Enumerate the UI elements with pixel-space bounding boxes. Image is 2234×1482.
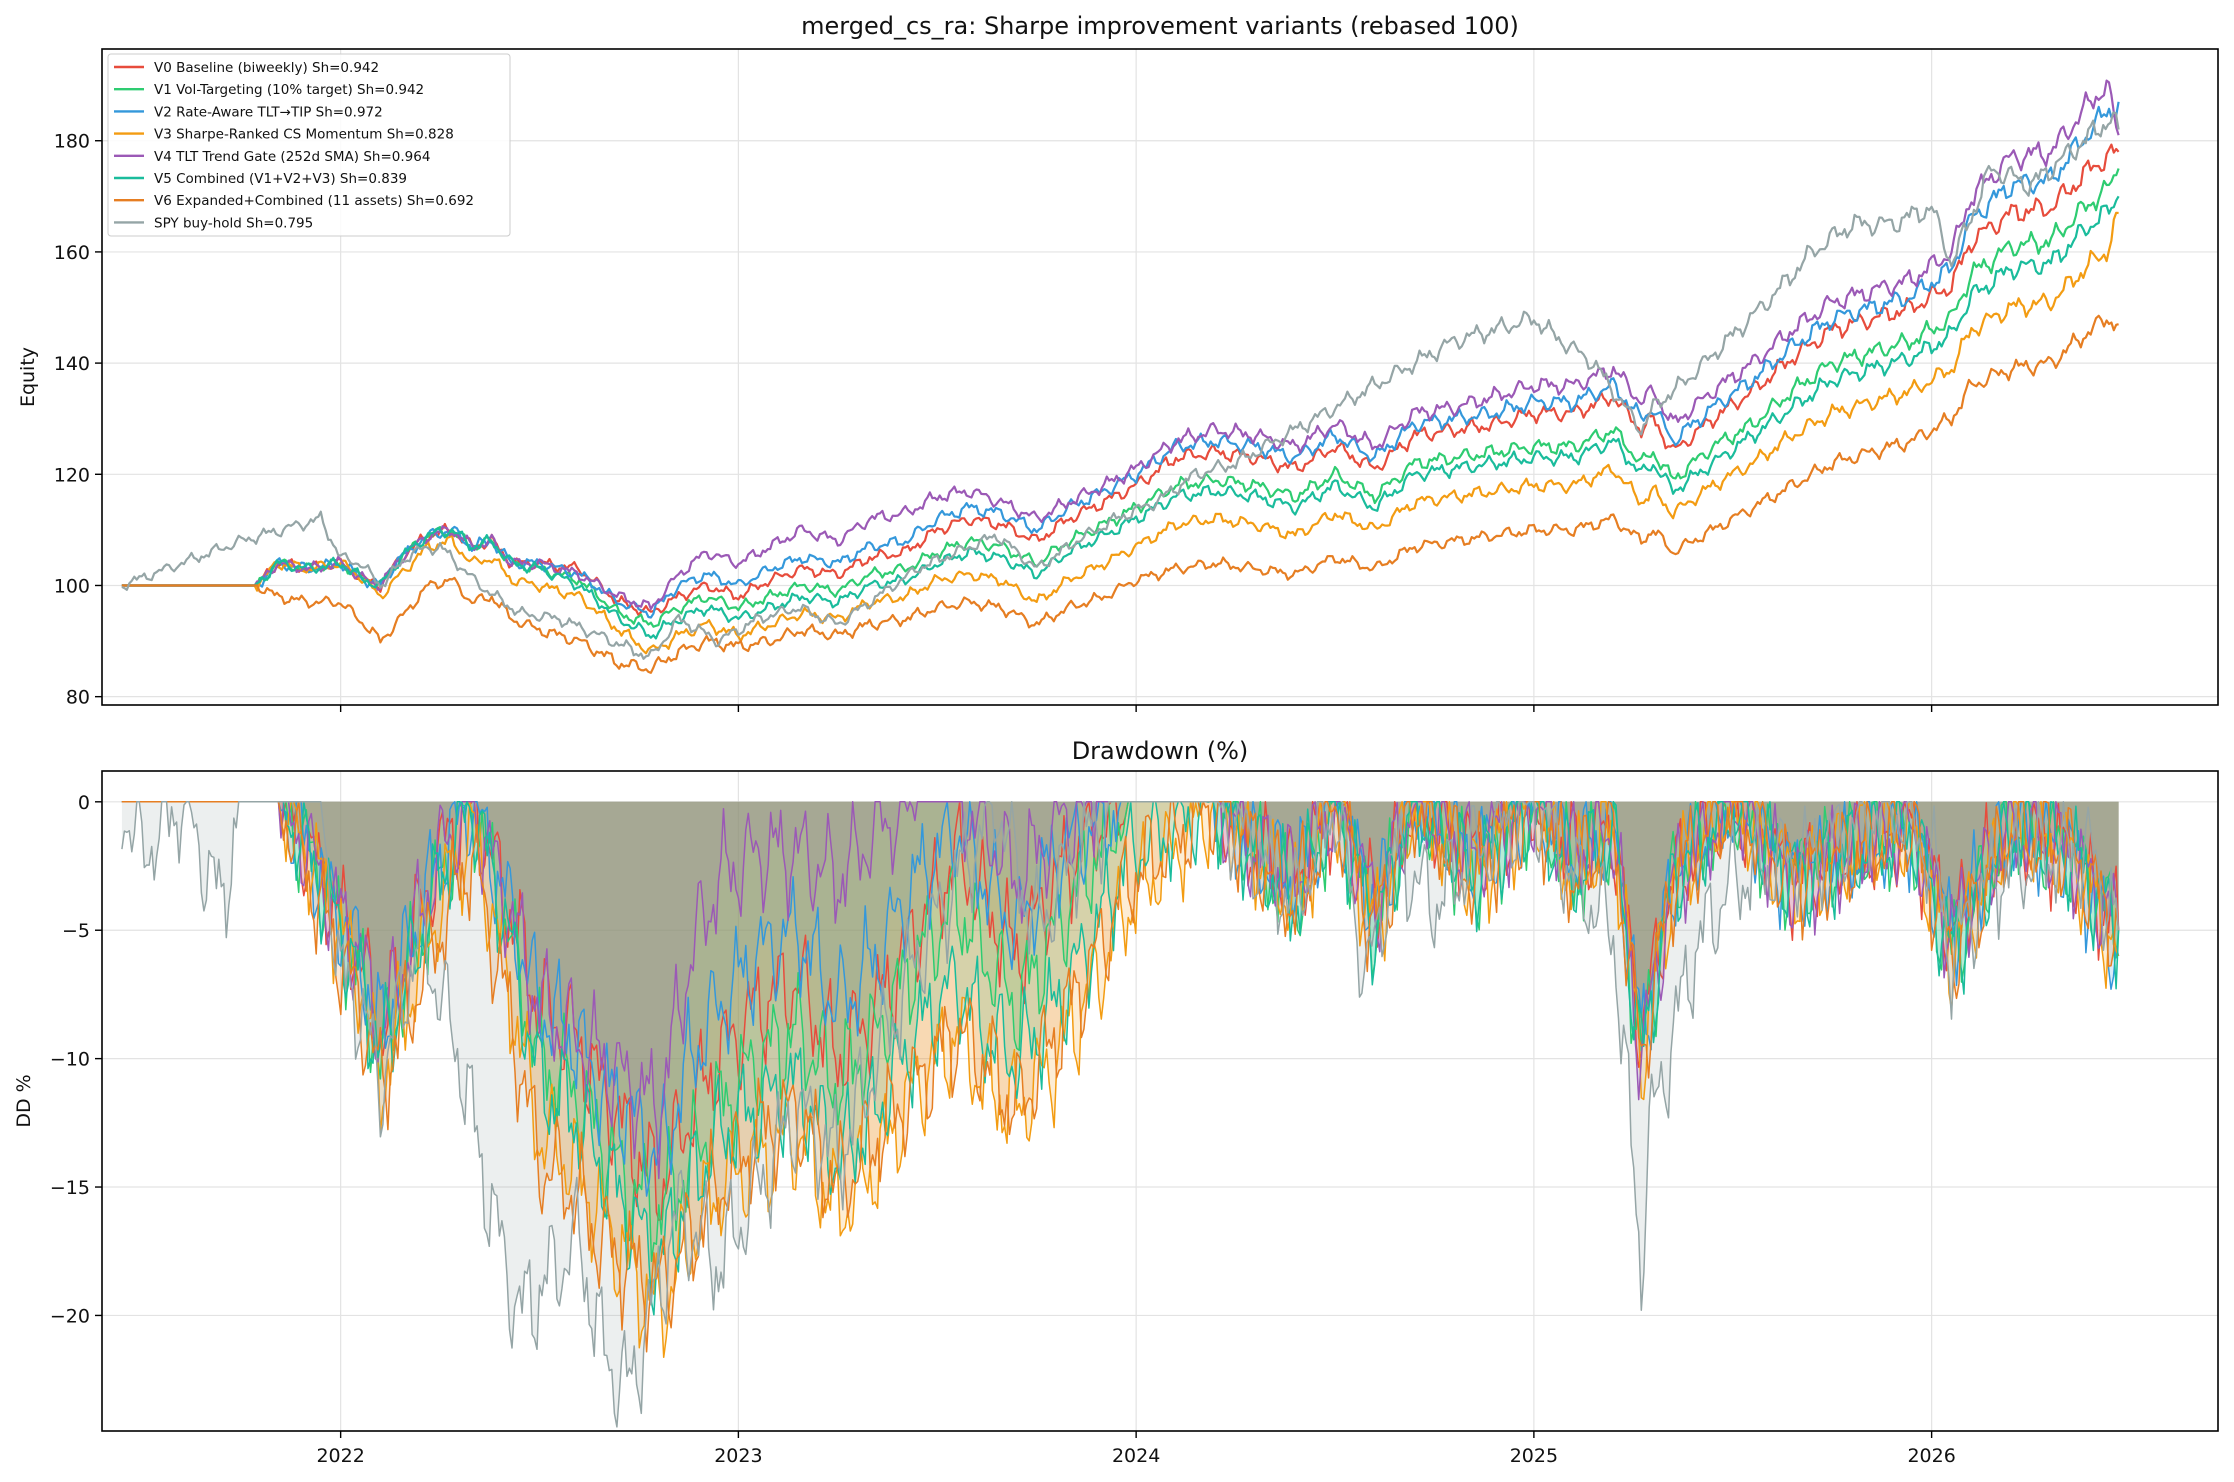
x-tick-label: 2023 bbox=[714, 1445, 762, 1467]
x-tick-label: 2022 bbox=[316, 1445, 364, 1467]
equity-y-tick-label: 140 bbox=[54, 353, 90, 375]
drawdown-y-tick-label: −10 bbox=[50, 1049, 90, 1071]
equity-y-tick-label: 120 bbox=[54, 464, 90, 486]
equity-series bbox=[121, 79, 2120, 674]
drawdown-line-6 bbox=[121, 801, 2120, 1353]
drawdown-area-2 bbox=[121, 801, 2119, 1197]
equity-panel: 80 100 120 140 160 180 merged_cs_ra: Sharpe i… bbox=[17, 12, 2219, 712]
legend-label: V6 Expanded+Combined (11 assets) Sh=0.69… bbox=[154, 193, 474, 209]
drawdown-title: Drawdown (%) bbox=[1072, 737, 1249, 765]
equity-ticks: 80 100 120 140 160 180 bbox=[54, 131, 1933, 712]
drawdown-y-label: DD % bbox=[13, 1074, 35, 1127]
drawdown-area-7 bbox=[121, 801, 2119, 1427]
drawdown-area-1 bbox=[121, 801, 2119, 1262]
legend-label: V3 Sharpe-Ranked CS Momentum Sh=0.828 bbox=[154, 127, 454, 143]
drawdown-panel: 2022 2023 2024 2025 2026 0 −5 −10 −15 −20 Drawdow… bbox=[13, 737, 2219, 1467]
drawdown-ticks: 2022 2023 2024 2025 2026 0 −5 −10 −15 −20 bbox=[50, 792, 1956, 1467]
equity-y-tick-label: 180 bbox=[54, 131, 90, 153]
drawdown-line-7 bbox=[121, 801, 2120, 1428]
drawdown-y-tick-label: −5 bbox=[62, 920, 90, 942]
legend-label: V4 TLT Trend Gate (252d SMA) Sh=0.964 bbox=[154, 149, 430, 165]
drawdown-series bbox=[121, 801, 2120, 1428]
drawdown-y-tick-label: 0 bbox=[78, 792, 90, 814]
drawdown-area-3 bbox=[121, 801, 2119, 1358]
equity-y-tick-label: 160 bbox=[54, 242, 90, 264]
drawdown-axes-frame bbox=[101, 770, 2219, 1432]
equity-line-5 bbox=[121, 195, 2120, 640]
drawdown-area-4 bbox=[121, 801, 2119, 1179]
legend-label: V5 Combined (V1+V2+V3) Sh=0.839 bbox=[154, 171, 407, 187]
drawdown-y-tick-label: −15 bbox=[50, 1177, 90, 1199]
equity-y-label: Equity bbox=[17, 347, 39, 407]
drawdown-y-tick-label: −20 bbox=[50, 1305, 90, 1327]
x-tick-label: 2025 bbox=[1510, 1445, 1558, 1467]
legend: V0 Baseline (biweekly) Sh=0.942 V1 Vol-Ta… bbox=[107, 53, 511, 237]
legend-label: V2 Rate-Aware TLT→TIP Sh=0.972 bbox=[154, 104, 383, 120]
drawdown-area-6 bbox=[121, 801, 2119, 1352]
equity-y-tick-label: 100 bbox=[54, 575, 90, 597]
legend-label: V0 Baseline (biweekly) Sh=0.942 bbox=[154, 60, 379, 76]
legend-label: SPY buy-hold Sh=0.795 bbox=[154, 215, 313, 231]
x-tick-label: 2026 bbox=[1907, 1445, 1955, 1467]
equity-line-4 bbox=[121, 79, 2120, 611]
equity-line-7 bbox=[121, 111, 2120, 660]
equity-line-3 bbox=[121, 211, 2119, 655]
x-tick-label: 2024 bbox=[1112, 1445, 1160, 1467]
equity-y-tick-label: 80 bbox=[66, 687, 90, 709]
equity-line-1 bbox=[121, 168, 2120, 628]
equity-axes-frame bbox=[101, 48, 2219, 706]
legend-label: V1 Vol-Targeting (10% target) Sh=0.942 bbox=[154, 82, 424, 98]
equity-title: merged_cs_ra: Sharpe improvement variant… bbox=[801, 12, 1519, 40]
legend-box bbox=[107, 53, 511, 237]
equity-line-6 bbox=[121, 314, 2119, 674]
